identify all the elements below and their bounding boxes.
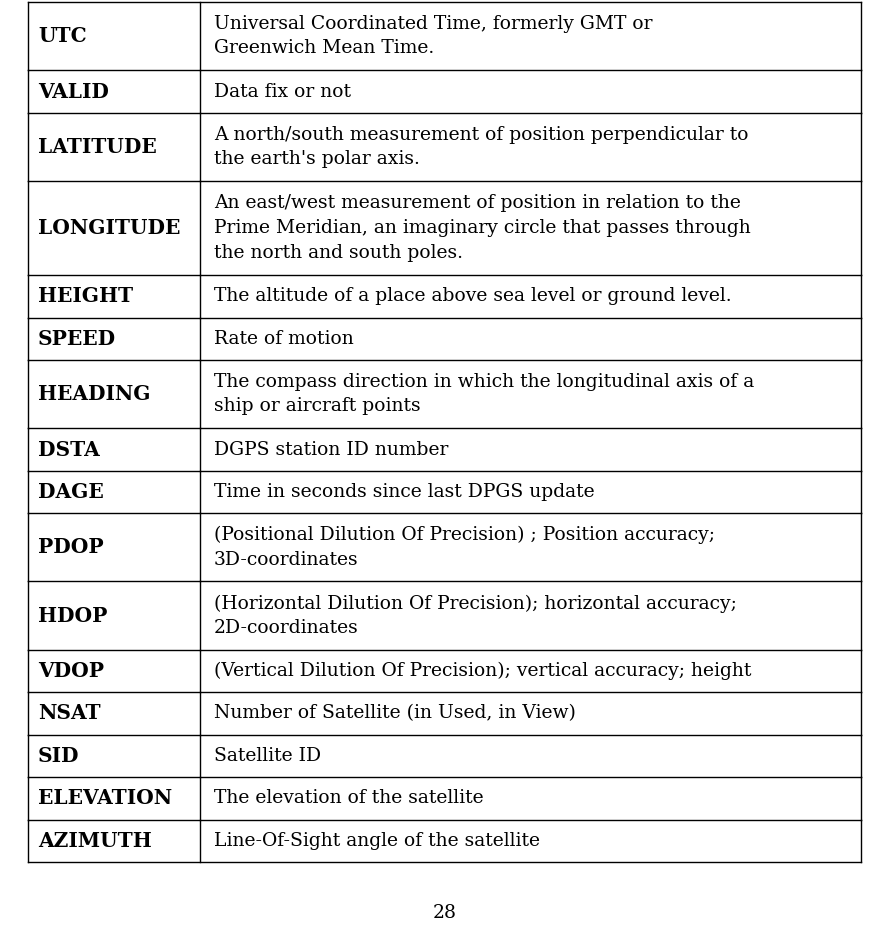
Text: Greenwich Mean Time.: Greenwich Mean Time. (214, 40, 434, 58)
Text: VALID: VALID (38, 81, 108, 102)
Text: VDOP: VDOP (38, 661, 104, 681)
Text: A north/south measurement of position perpendicular to: A north/south measurement of position pe… (214, 125, 749, 143)
Text: The compass direction in which the longitudinal axis of a: The compass direction in which the longi… (214, 373, 754, 391)
Text: Rate of motion: Rate of motion (214, 330, 354, 348)
Text: DSTA: DSTA (38, 439, 100, 459)
Text: The altitude of a place above sea level or ground level.: The altitude of a place above sea level … (214, 288, 732, 306)
Text: LATITUDE: LATITUDE (38, 137, 156, 157)
Text: Number of Satellite (in Used, in View): Number of Satellite (in Used, in View) (214, 704, 576, 722)
Text: Universal Coordinated Time, formerly GMT or: Universal Coordinated Time, formerly GMT… (214, 15, 653, 33)
Text: SID: SID (38, 746, 79, 766)
Text: AZIMUTH: AZIMUTH (38, 831, 152, 851)
Text: NSAT: NSAT (38, 703, 100, 723)
Text: Time in seconds since last DPGS update: Time in seconds since last DPGS update (214, 483, 595, 501)
Text: (Vertical Dilution Of Precision); vertical accuracy; height: (Vertical Dilution Of Precision); vertic… (214, 662, 751, 680)
Text: (Positional Dilution Of Precision) ; Position accuracy;: (Positional Dilution Of Precision) ; Pos… (214, 526, 715, 544)
Text: HEIGHT: HEIGHT (38, 287, 133, 306)
Text: Data fix or not: Data fix or not (214, 82, 351, 101)
Text: PDOP: PDOP (38, 538, 104, 557)
Text: ship or aircraft points: ship or aircraft points (214, 397, 420, 415)
Text: DAGE: DAGE (38, 482, 104, 502)
Text: UTC: UTC (38, 26, 86, 46)
Text: An east/west measurement of position in relation to the: An east/west measurement of position in … (214, 194, 741, 212)
Text: 3D-coordinates: 3D-coordinates (214, 551, 358, 569)
Text: 2D-coordinates: 2D-coordinates (214, 619, 359, 637)
Text: DGPS station ID number: DGPS station ID number (214, 440, 448, 458)
Text: the north and south poles.: the north and south poles. (214, 244, 463, 262)
Text: Satellite ID: Satellite ID (214, 747, 321, 765)
Text: Prime Meridian, an imaginary circle that passes through: Prime Meridian, an imaginary circle that… (214, 219, 750, 237)
Text: ELEVATION: ELEVATION (38, 788, 172, 808)
Text: LONGITUDE: LONGITUDE (38, 218, 180, 238)
Text: 28: 28 (433, 904, 456, 922)
Text: the earth's polar axis.: the earth's polar axis. (214, 150, 420, 168)
Text: Line-Of-Sight angle of the satellite: Line-Of-Sight angle of the satellite (214, 832, 540, 850)
Text: HDOP: HDOP (38, 605, 108, 625)
Text: (Horizontal Dilution Of Precision); horizontal accuracy;: (Horizontal Dilution Of Precision); hori… (214, 594, 737, 613)
Text: The elevation of the satellite: The elevation of the satellite (214, 789, 484, 807)
Text: HEADING: HEADING (38, 384, 150, 405)
Text: SPEED: SPEED (38, 329, 116, 349)
